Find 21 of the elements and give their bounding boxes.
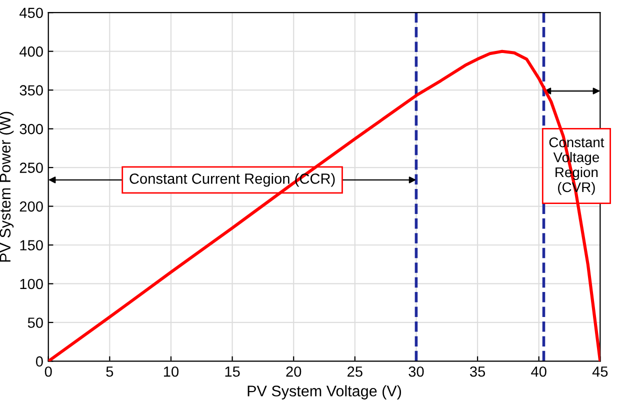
x-tick-label: 35	[470, 366, 486, 377]
x-tick-label: 25	[348, 366, 362, 377]
x-tick-label: 10	[164, 366, 179, 377]
x-tick-label: 40	[531, 366, 546, 377]
y-tick-label: 50	[28, 318, 43, 328]
x-tick-label: 20	[286, 366, 302, 377]
x-tick-label: 30	[408, 366, 424, 377]
y-tick-label: 400	[20, 46, 43, 57]
x-tick-label: 15	[225, 366, 240, 377]
y-tick-label: 0	[36, 356, 43, 367]
y-tick-label: 150	[20, 240, 43, 250]
y-tick-label: 450	[20, 8, 43, 18]
y-tick-label: 250	[20, 162, 43, 173]
x-tick-label: 5	[106, 366, 114, 377]
x-tick-label: 45	[592, 366, 608, 377]
y-tick-label: 100	[20, 278, 43, 290]
y-tick-label: 350	[20, 85, 43, 96]
x-tick-label: 0	[44, 366, 52, 377]
y-tick-label: 200	[20, 201, 43, 212]
y-tick-label: 300	[20, 124, 43, 134]
x-axis-title: PV System Voltage (V)	[248, 385, 402, 400]
